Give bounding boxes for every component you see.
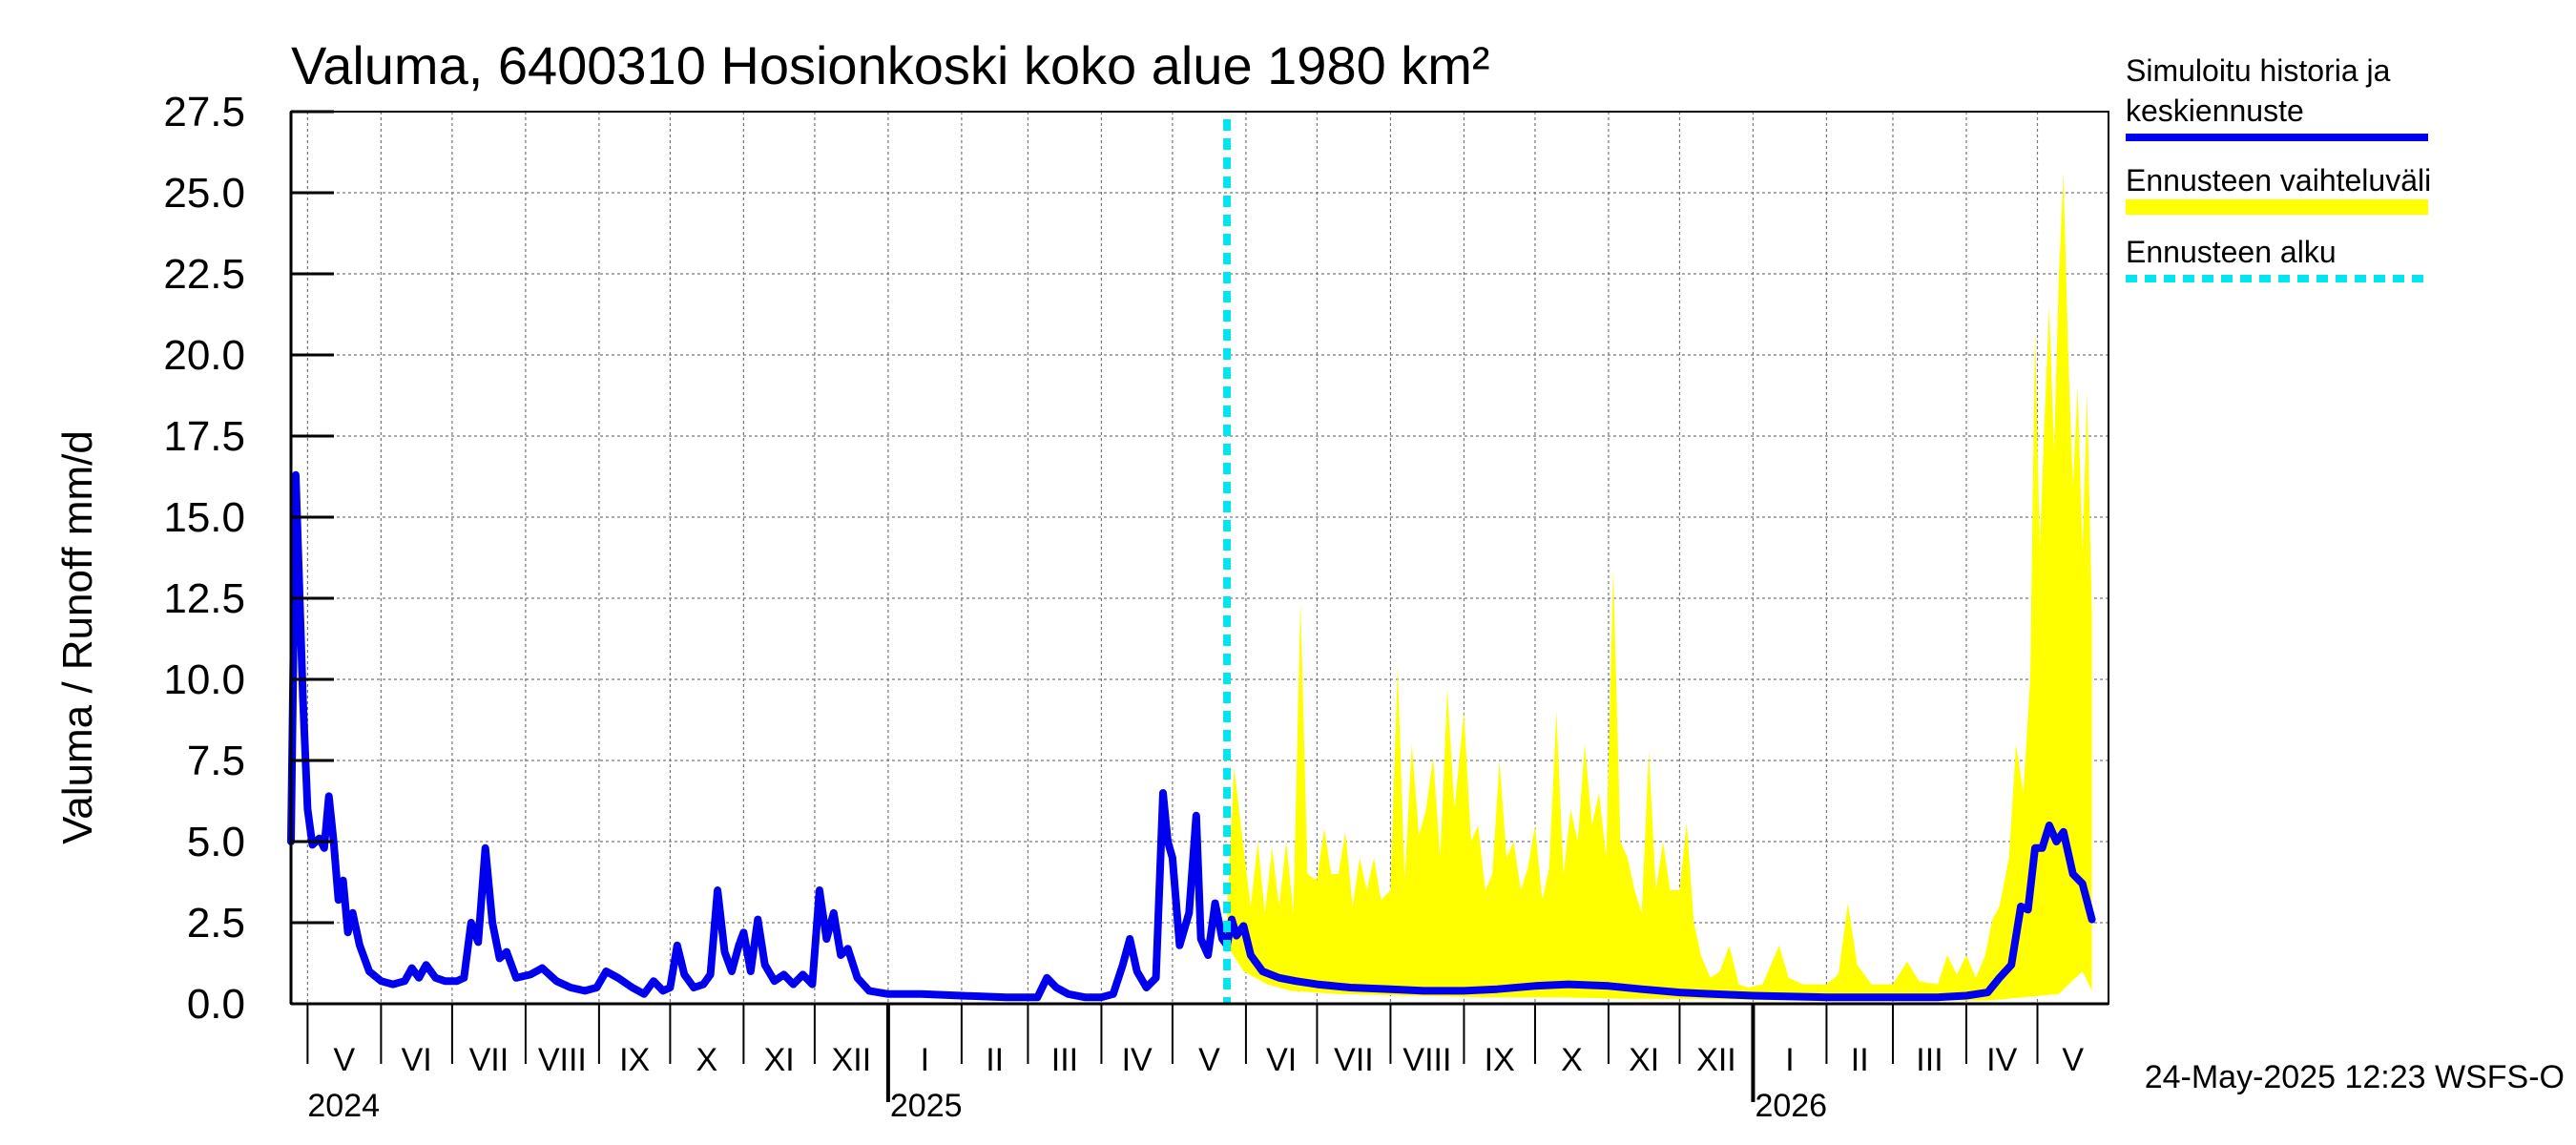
year-label: 2025 — [890, 1088, 963, 1124]
month-label: IV — [1122, 1042, 1153, 1078]
y-tick-label: 0.0 — [187, 981, 245, 1028]
y-tick-label: 27.5 — [163, 89, 245, 135]
month-label: I — [921, 1042, 929, 1078]
month-label: I — [1785, 1042, 1794, 1078]
month-label: XI — [1629, 1042, 1659, 1078]
y-tick-label: 10.0 — [163, 656, 245, 703]
y-tick-label: 25.0 — [163, 170, 245, 217]
timestamp: 24-May-2025 12:23 WSFS-O — [2145, 1059, 2565, 1095]
month-label: VIII — [538, 1042, 587, 1078]
y-tick-label: 15.0 — [163, 494, 245, 541]
y-tick-label: 17.5 — [163, 413, 245, 460]
y-tick-label: 12.5 — [163, 575, 245, 622]
month-label: IX — [1485, 1042, 1515, 1078]
month-label: IX — [619, 1042, 650, 1078]
y-tick-label: 20.0 — [163, 332, 245, 379]
simulated-runoff-line — [287, 470, 2096, 1002]
month-label: VIII — [1402, 1042, 1451, 1078]
month-label: III — [1051, 1042, 1078, 1078]
y-tick-label: 2.5 — [187, 900, 245, 947]
month-label: VII — [1334, 1042, 1374, 1078]
legend-forecast-start-label: Ennusteen alku — [2126, 235, 2337, 269]
y-ticks: 0.0 2.5 5.0 7.5 10.0 12.5 15.0 17.5 20.0 22.5 25.0… — [163, 89, 334, 1028]
month-label: X — [696, 1042, 718, 1078]
legend-range-label: Ennusteen vaihteluväli — [2126, 163, 2431, 198]
year-label: 2024 — [307, 1088, 380, 1124]
x-axis-months: V VI VII VIII IX X XI XII I II III IV V VI VII VIII IX X X… — [306, 1004, 2084, 1124]
month-label: VII — [469, 1042, 509, 1078]
month-label: VI — [1266, 1042, 1297, 1078]
y-tick-label: 22.5 — [163, 251, 245, 298]
y-axis-label: Valuma / Runoff mm/d — [54, 430, 101, 844]
month-label: X — [1561, 1042, 1583, 1078]
plot-area — [287, 111, 2109, 1006]
month-label: V — [2062, 1042, 2084, 1078]
month-label: XII — [1696, 1042, 1736, 1078]
month-label: XI — [764, 1042, 795, 1078]
legend-simulated-label-2: keskiennuste — [2126, 94, 2304, 128]
month-label: III — [1916, 1042, 1942, 1078]
month-label: IV — [1986, 1042, 2017, 1078]
forecast-range-area — [1227, 173, 2092, 1001]
y-tick-label: 5.0 — [187, 819, 245, 865]
year-label: 2026 — [1755, 1088, 1827, 1124]
month-label: VI — [402, 1042, 432, 1078]
legend-simulated-label-1: Simuloitu historia ja — [2126, 53, 2391, 88]
y-tick-label: 7.5 — [187, 738, 245, 784]
legend: Simuloitu historia ja keskiennuste Ennus… — [2126, 53, 2431, 282]
month-label: V — [1198, 1042, 1220, 1078]
month-label: V — [334, 1042, 356, 1078]
month-label: II — [1851, 1042, 1869, 1078]
month-label: XII — [832, 1042, 872, 1078]
chart-title: Valuma, 6400310 Hosionkoski koko alue 19… — [291, 35, 1490, 95]
month-label: II — [986, 1042, 1004, 1078]
